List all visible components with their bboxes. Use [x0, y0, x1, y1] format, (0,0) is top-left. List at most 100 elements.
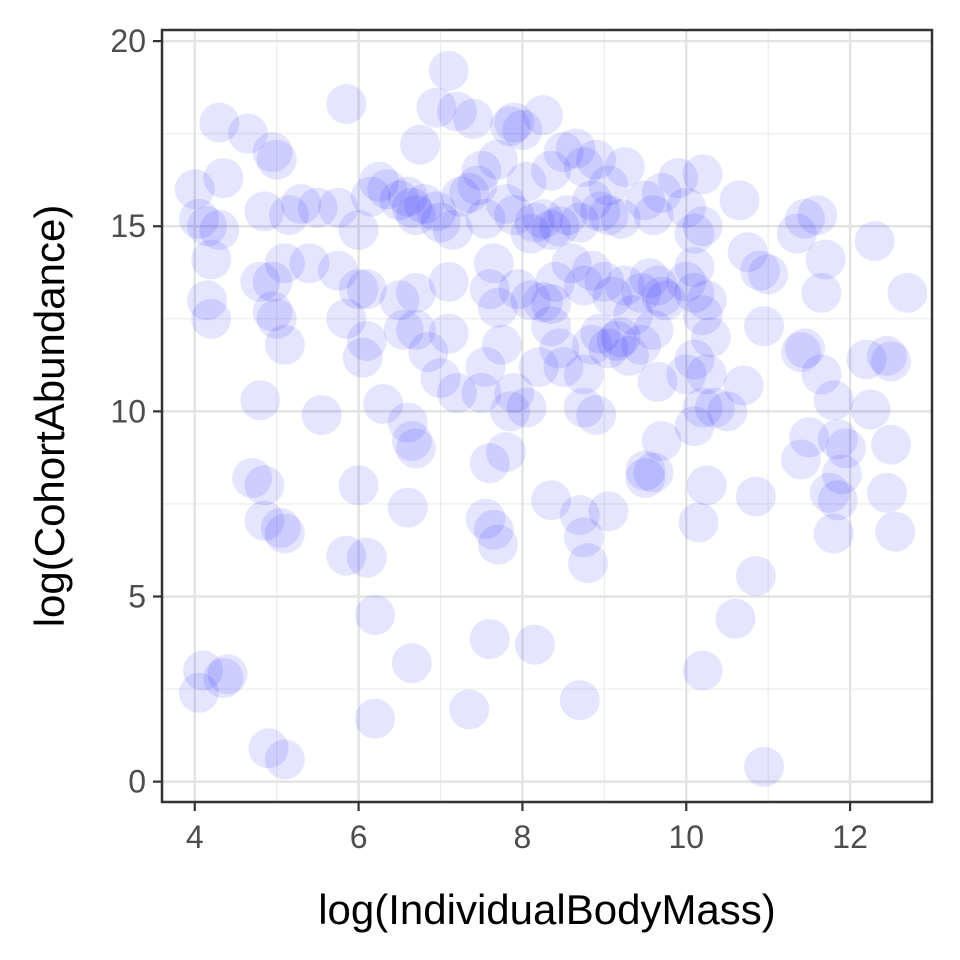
- data-point: [490, 391, 531, 432]
- data-point: [739, 250, 780, 291]
- data-point: [428, 261, 469, 302]
- data-point: [559, 680, 600, 721]
- data-point: [264, 324, 305, 365]
- data-point: [559, 495, 600, 536]
- data-point: [801, 354, 842, 395]
- data-point: [637, 361, 678, 402]
- data-point: [514, 624, 555, 665]
- data-point: [551, 243, 592, 284]
- data-point: [354, 698, 395, 739]
- data-point: [682, 154, 723, 195]
- data-point: [813, 380, 854, 421]
- data-point: [522, 282, 563, 323]
- data-point: [576, 395, 617, 436]
- data-point: [469, 443, 510, 484]
- data-point: [522, 198, 563, 239]
- data-point: [391, 420, 432, 461]
- data-point: [264, 739, 305, 780]
- data-point: [637, 265, 678, 306]
- data-point: [260, 508, 301, 549]
- data-point: [633, 452, 674, 493]
- data-point: [592, 276, 633, 317]
- data-point: [449, 689, 490, 730]
- gridlines: [162, 30, 932, 802]
- data-point: [514, 202, 555, 243]
- data-point: [531, 150, 572, 191]
- data-point: [473, 243, 514, 284]
- data-point: [465, 346, 506, 387]
- data-point: [735, 556, 776, 597]
- data-point: [813, 513, 854, 554]
- data-point: [621, 324, 662, 365]
- data-point: [477, 287, 518, 328]
- data-point: [600, 317, 641, 358]
- data-point: [248, 728, 289, 769]
- data-point: [481, 324, 522, 365]
- data-point: [572, 180, 613, 221]
- data-point: [674, 213, 715, 254]
- data-point: [604, 146, 645, 187]
- data-point: [473, 509, 514, 550]
- data-point: [465, 198, 506, 239]
- x-tick-label: 8: [514, 819, 532, 855]
- data-point: [821, 454, 862, 495]
- data-point: [469, 269, 510, 310]
- data-point: [572, 250, 613, 291]
- data-point: [535, 261, 576, 302]
- data-point: [678, 502, 719, 543]
- data-point: [580, 191, 621, 232]
- data-point: [264, 513, 305, 554]
- data-point: [690, 317, 731, 358]
- data-point: [789, 417, 830, 458]
- data-point: [674, 272, 715, 313]
- x-axis-title: log(IndividualBodyMass): [318, 886, 776, 933]
- data-point: [301, 395, 342, 436]
- data-point: [289, 243, 330, 284]
- data-point: [354, 595, 395, 636]
- data-point: [572, 324, 613, 365]
- data-point: [244, 465, 285, 506]
- data-point: [666, 187, 707, 228]
- data-point: [613, 295, 654, 336]
- data-point: [666, 354, 707, 395]
- data-point: [674, 406, 715, 447]
- data-point: [567, 543, 608, 584]
- data-point: [531, 480, 572, 521]
- data-point: [338, 465, 379, 506]
- data-point: [461, 150, 502, 191]
- data-point: [522, 95, 563, 136]
- data-point: [576, 139, 617, 180]
- data-point: [707, 391, 748, 432]
- x-tick-label: 12: [832, 819, 868, 855]
- data-point: [395, 428, 436, 469]
- data-point: [469, 619, 510, 660]
- data-point: [674, 246, 715, 287]
- data-point: [506, 161, 547, 202]
- data-point: [543, 346, 584, 387]
- data-point: [797, 195, 838, 236]
- data-point: [584, 261, 625, 302]
- data-point: [199, 102, 240, 143]
- data-point: [719, 180, 760, 221]
- data-point: [744, 306, 785, 347]
- data-point: [871, 341, 912, 382]
- data-point: [387, 487, 428, 528]
- data-point: [871, 424, 912, 465]
- data-point: [694, 387, 735, 428]
- data-point: [346, 321, 387, 362]
- data-point: [318, 250, 359, 291]
- data-point: [346, 269, 387, 310]
- data-point: [494, 195, 535, 236]
- data-point: [682, 206, 723, 247]
- data-point: [490, 106, 531, 147]
- data-point: [854, 221, 895, 262]
- data-point: [645, 280, 686, 321]
- data-point: [633, 195, 674, 236]
- data-point: [387, 176, 428, 217]
- tick-labels: 4 6 8 10 12 0 5 10 15 20: [110, 23, 867, 855]
- data-point: [408, 332, 449, 373]
- data-point: [539, 328, 580, 369]
- data-point: [559, 202, 600, 243]
- data-point: [588, 165, 629, 206]
